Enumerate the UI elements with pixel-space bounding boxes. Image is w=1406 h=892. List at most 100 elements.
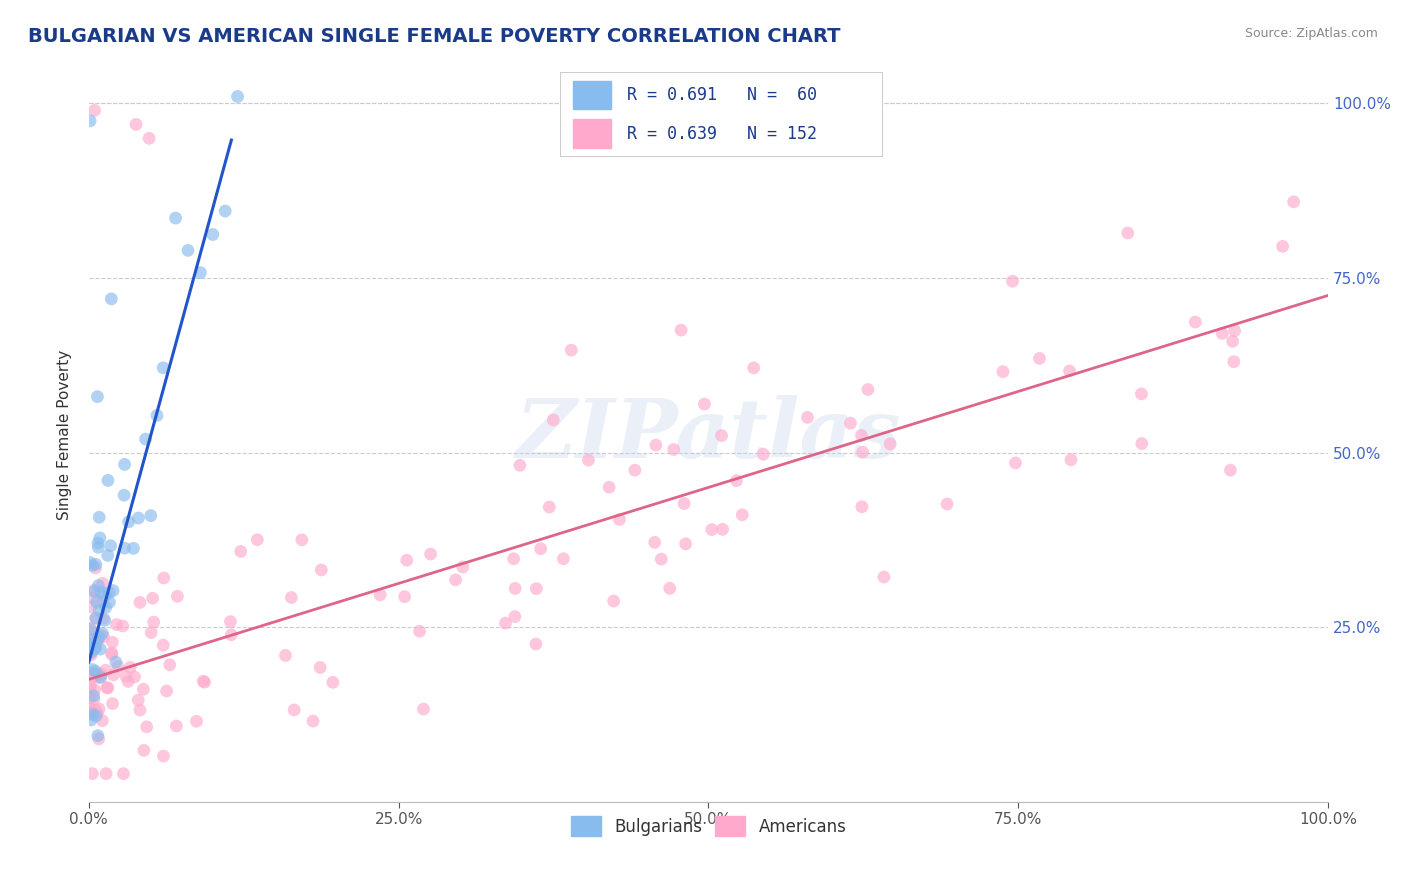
Point (82, 591, 104, 605)
Point (165, 719, 187, 733)
Point (82, 632, 104, 646)
Point (87, 536, 110, 550)
Point (83, 692, 105, 706)
Point (530, 541, 553, 556)
Point (80, 648, 103, 662)
Point (322, 675, 344, 690)
Point (873, 570, 896, 584)
Point (83, 641, 105, 656)
Point (122, 541, 145, 556)
Point (142, 615, 165, 629)
Point (96, 681, 118, 695)
Point (82, 558, 104, 573)
Point (394, 590, 416, 604)
Point (94, 589, 117, 603)
Y-axis label: Single Female Poverty: Single Female Poverty (58, 350, 72, 520)
Point (851, 500, 873, 514)
Point (1004, 456, 1026, 470)
Point (229, 544, 252, 558)
Point (84, 665, 107, 679)
Point (84, 611, 107, 625)
Point (1282, 194, 1305, 209)
Point (104, 655, 127, 669)
Point (84, 611, 107, 625)
Point (991, 365, 1014, 379)
Point (152, 638, 174, 652)
Point (553, 551, 575, 566)
Point (89, 642, 111, 657)
Point (79, 621, 101, 635)
Point (644, 438, 666, 452)
Point (155, 684, 177, 698)
Point (105, 617, 128, 632)
Point (598, 480, 620, 494)
Point (1116, 226, 1139, 240)
Point (100, 646, 122, 660)
Point (538, 500, 561, 514)
Text: BULGARIAN VS AMERICAN SINGLE FEMALE POVERTY CORRELATION CHART: BULGARIAN VS AMERICAN SINGLE FEMALE POVE… (28, 27, 841, 45)
Point (91, 611, 114, 625)
Point (274, 648, 297, 663)
Point (1219, 463, 1241, 477)
Point (100, 292, 122, 306)
Point (84, 558, 107, 572)
Point (1222, 334, 1244, 349)
Point (502, 551, 524, 566)
Point (669, 323, 692, 337)
Point (503, 582, 526, 596)
Point (107, 659, 129, 673)
Point (79, 690, 101, 705)
Point (1028, 351, 1050, 366)
Point (82, 707, 104, 722)
Point (101, 583, 124, 598)
Point (129, 595, 152, 609)
Point (742, 360, 765, 375)
Point (1223, 324, 1246, 338)
Point (84, 640, 107, 655)
Point (84, 639, 107, 653)
Point (395, 553, 418, 567)
Point (132, 682, 155, 697)
Point (93, 630, 115, 644)
Point (94, 766, 117, 780)
Point (87, 633, 110, 648)
Point (87, 671, 110, 685)
Point (94, 613, 117, 627)
Point (83, 682, 105, 697)
Point (193, 674, 215, 689)
Point (89, 603, 111, 617)
Point (444, 573, 467, 587)
Point (609, 512, 631, 526)
Point (103, 668, 125, 682)
Point (87, 702, 110, 716)
Point (79, 647, 101, 661)
Point (159, 657, 181, 672)
Point (291, 533, 314, 547)
Point (711, 522, 734, 536)
Point (166, 590, 188, 604)
Point (710, 428, 733, 442)
Point (1001, 274, 1024, 288)
Point (524, 637, 547, 651)
Point (91, 626, 114, 640)
Point (90, 629, 112, 643)
Point (650, 552, 672, 566)
Point (1271, 239, 1294, 253)
Point (82, 663, 104, 677)
Point (86, 706, 108, 721)
Point (86, 595, 108, 609)
Point (97, 474, 120, 488)
Point (752, 447, 775, 461)
Point (673, 496, 696, 510)
Point (219, 615, 242, 629)
Point (129, 703, 152, 717)
Point (309, 660, 332, 674)
Point (112, 766, 135, 780)
Point (662, 442, 685, 457)
Point (91, 594, 114, 608)
Point (177, 244, 200, 258)
Legend: Bulgarians, Americans: Bulgarians, Americans (562, 807, 855, 845)
Point (419, 547, 441, 561)
Point (89, 510, 111, 524)
Point (114, 541, 136, 555)
